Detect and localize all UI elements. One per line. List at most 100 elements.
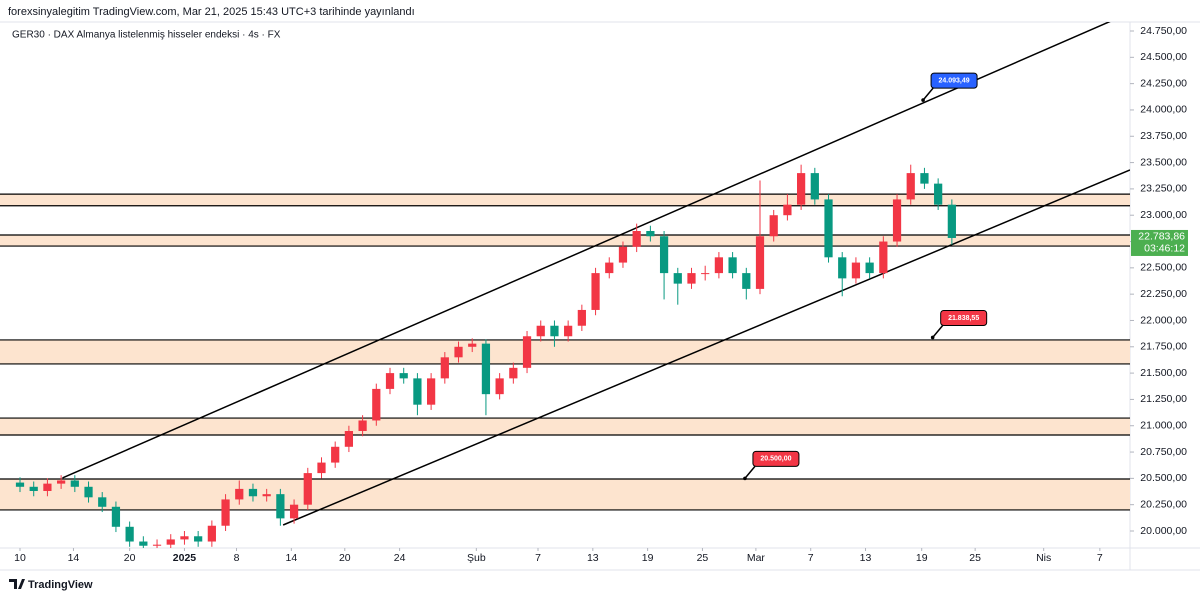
x-tick-label: 19 [916, 552, 928, 564]
y-tick-label: 20.250,00 [1140, 498, 1187, 510]
candle-body [522, 336, 532, 368]
x-tick-label: 20 [124, 552, 136, 564]
annotation-box [930, 72, 978, 89]
x-tick-label: 7 [535, 552, 541, 564]
candle-body [152, 544, 162, 546]
candle-body [481, 343, 491, 395]
candle-body [427, 378, 436, 405]
x-tick-label: 19 [642, 552, 654, 564]
zone [0, 479, 1130, 510]
last-price-label: 22.783,86 [1138, 231, 1185, 243]
x-tick-label: 14 [68, 552, 80, 564]
candle-body [687, 273, 696, 284]
y-tick-label: 20.750,00 [1140, 446, 1187, 458]
x-tick-label: 10 [14, 552, 26, 564]
candle-body [892, 199, 902, 242]
symbol: GER30 · DAX Almanya listelenmiş hisseler… [12, 30, 281, 41]
candle-body [111, 506, 121, 527]
candle-body [207, 525, 216, 542]
candle-body [289, 504, 299, 519]
candle-body [440, 357, 449, 379]
candle-body [303, 473, 312, 505]
candle-body [235, 488, 244, 500]
annotation-pointer [932, 324, 944, 338]
candle-body [248, 488, 258, 497]
x-tick-label: 24 [394, 552, 406, 564]
candle-body [317, 462, 326, 474]
brand: TradingView [28, 579, 93, 591]
y-tick-label: 23.250,00 [1140, 183, 1187, 195]
candle-body [84, 486, 93, 498]
candle-body [879, 241, 888, 274]
candle-body [564, 325, 573, 337]
y-tick-label: 22.500,00 [1140, 262, 1187, 274]
candle-body [947, 204, 956, 238]
annotation-label: 21.838,55 [948, 315, 979, 322]
candle-body [646, 231, 655, 237]
candle-body [577, 309, 586, 326]
candle-body [166, 539, 175, 545]
x-tick-label: 20 [339, 552, 351, 564]
candle-body [769, 215, 778, 237]
x-tick-label: 8 [234, 552, 240, 564]
candle-body [180, 536, 189, 540]
candle-body [29, 486, 38, 491]
y-tick-label: 24.500,00 [1140, 51, 1187, 63]
candle-body [468, 343, 477, 347]
candle-body [550, 325, 559, 337]
y-tick-label: 20.000,00 [1140, 525, 1187, 537]
x-tick-label: 13 [587, 552, 599, 564]
candle-body [454, 346, 463, 358]
candle-body [632, 231, 641, 247]
x-tick-label: Mar [747, 552, 766, 564]
y-tick-label: 20.500,00 [1140, 472, 1187, 484]
x-tick-label: 13 [860, 552, 872, 564]
candle-body [591, 273, 600, 310]
y-tick-label: 21.000,00 [1140, 420, 1187, 432]
candle-body [70, 480, 79, 487]
y-tick-label: 23.750,00 [1140, 130, 1187, 142]
annotation-box [752, 450, 800, 467]
header: forexsinyalegitim TradingView.com, Mar 2… [8, 6, 415, 18]
candle-body [413, 378, 422, 405]
candle-body [824, 199, 833, 258]
trendline [62, 22, 1111, 479]
candle-body [838, 257, 847, 279]
y-tick-label: 22.000,00 [1140, 314, 1187, 326]
candle-body [221, 499, 230, 526]
y-tick-label: 21.500,00 [1140, 367, 1187, 379]
x-tick-label: 25 [969, 552, 981, 564]
candle-body [125, 526, 134, 542]
candle-body [399, 373, 408, 379]
candle-body [344, 431, 354, 447]
x-tick-label: 7 [1097, 552, 1103, 564]
candle-body [15, 482, 25, 487]
zone [0, 194, 1130, 206]
plot-area [0, 22, 1130, 548]
annotation-pointer [922, 87, 934, 101]
y-tick-label: 23.500,00 [1140, 156, 1187, 168]
candle-body [797, 173, 806, 205]
candle-body [714, 257, 724, 274]
y-tick-label: 24.250,00 [1140, 77, 1187, 89]
trendline [282, 169, 1130, 526]
candle-body [194, 536, 203, 542]
x-tick-label: Nis [1036, 552, 1051, 564]
candle-body [810, 173, 819, 200]
candle-body [673, 273, 682, 284]
y-tick-label: 24.750,00 [1140, 25, 1187, 37]
candle-body [57, 480, 66, 484]
candle-body [618, 246, 628, 263]
annotation-box [940, 309, 988, 326]
candle-body [98, 497, 107, 507]
x-tick-label: 14 [285, 552, 297, 564]
annotation-label: 20.500,00 [760, 456, 791, 463]
candle-body [509, 367, 518, 379]
candle-body [276, 494, 285, 519]
candle-body [331, 446, 340, 463]
candle-body [934, 183, 943, 205]
y-tick-label: 21.250,00 [1140, 393, 1187, 405]
y-tick-label: 22.250,00 [1140, 288, 1187, 300]
x-tick-label: 25 [697, 552, 709, 564]
candle-body [865, 262, 874, 274]
